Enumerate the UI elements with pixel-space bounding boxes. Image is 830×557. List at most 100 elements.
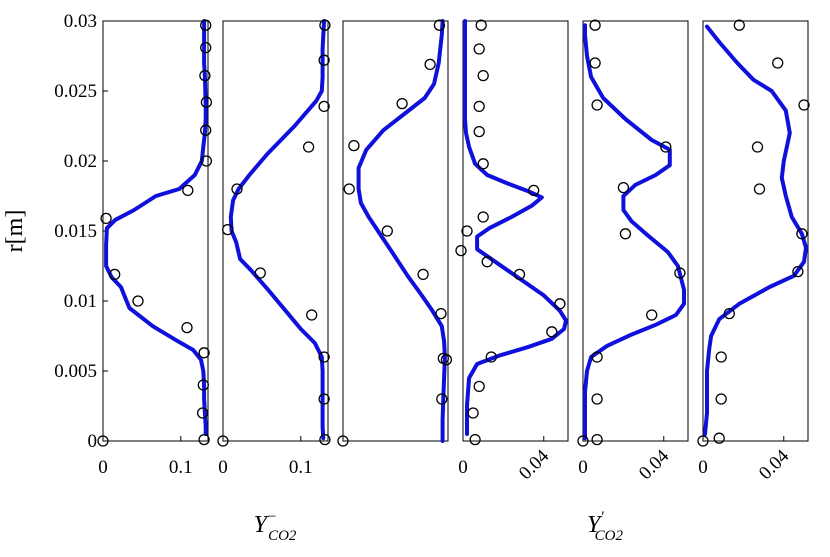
data-point [796, 228, 808, 240]
y-tick-label: 0.015 [54, 221, 97, 242]
data-point [182, 184, 194, 197]
data-point [100, 212, 112, 225]
data-point [660, 141, 672, 153]
data-point [473, 125, 485, 138]
data-point [381, 225, 393, 237]
data-point [674, 267, 686, 279]
x-tick-label: 0 [578, 457, 588, 478]
data-point [181, 321, 193, 334]
data-point [715, 393, 727, 405]
model-line [104, 19, 208, 436]
panel-frame [462, 20, 569, 442]
data-point [348, 139, 360, 152]
x-axis-title-2: Y′ CO2 [587, 509, 623, 544]
panel-4: 0 0.04 [455, 19, 569, 484]
data-point [528, 184, 540, 197]
data-point [477, 158, 489, 170]
data-point [713, 432, 725, 444]
data-point [473, 100, 485, 113]
panel-frame [222, 20, 329, 442]
data-point [715, 351, 727, 363]
data-point [318, 54, 330, 66]
data-point [302, 141, 315, 153]
data-point [318, 351, 330, 363]
panel-3 [337, 19, 453, 447]
x-tick-label: 0 [698, 457, 708, 478]
x-tick-label: 0 [218, 457, 228, 478]
data-point [132, 295, 144, 307]
data-point [198, 347, 210, 359]
data-point [306, 309, 318, 321]
data-point [318, 393, 330, 405]
model-line [463, 19, 568, 436]
data-point [554, 298, 566, 310]
data-point [319, 433, 331, 446]
data-point [200, 19, 212, 31]
data-point [591, 351, 603, 363]
panel-frame [102, 20, 209, 442]
data-point [318, 100, 330, 113]
data-point [577, 435, 589, 447]
data-point [646, 309, 658, 321]
x-tick-label: 0.04 [755, 445, 794, 484]
data-point [473, 380, 485, 393]
x-tick-label: 0 [98, 457, 108, 478]
data-point [723, 307, 735, 320]
y-tick-label: 0.01 [64, 291, 97, 312]
data-point [481, 256, 493, 268]
data-point [417, 268, 429, 281]
data-point [197, 379, 209, 391]
data-point [473, 43, 485, 55]
data-point [591, 433, 603, 446]
y-tick-label: 0.03 [64, 11, 97, 32]
data-point [199, 69, 211, 82]
model-line [356, 19, 447, 443]
panel-5: 0 0.04 [577, 19, 689, 484]
data-point [477, 211, 489, 223]
data-point [619, 228, 632, 240]
x-axis-title-1: Y− CO2 [254, 509, 297, 544]
panel-frame [582, 20, 689, 442]
x-tick-label: 0.04 [515, 445, 554, 484]
data-point [753, 183, 766, 195]
data-point [109, 268, 121, 281]
data-point [617, 181, 630, 194]
x-tick-label: 0.1 [169, 457, 193, 478]
data-point [697, 435, 709, 447]
data-point [200, 124, 212, 136]
data-point [343, 183, 355, 195]
data-point [196, 407, 209, 419]
data-point [198, 433, 210, 446]
data-point [200, 155, 213, 167]
data-point [440, 354, 453, 366]
data-point [337, 435, 349, 447]
panel-2: 0 0.1 [217, 19, 331, 478]
data-point [231, 183, 243, 195]
data-point [461, 225, 473, 237]
y-tick-label: 0.005 [54, 361, 97, 382]
data-point [513, 268, 526, 281]
data-point [435, 307, 447, 320]
data-point [792, 265, 804, 278]
y-axis-title: r[m] [2, 210, 28, 253]
data-point [469, 433, 481, 446]
data-point [589, 19, 601, 31]
data-point [254, 267, 266, 279]
data-point [97, 435, 109, 447]
data-point [433, 19, 446, 31]
data-point [798, 99, 810, 111]
data-point [424, 58, 436, 71]
data-point [467, 407, 479, 419]
model-line [703, 24, 808, 436]
y-tick-label: 0 [88, 431, 98, 452]
data-point [455, 244, 467, 257]
data-point [591, 99, 603, 111]
data-point [436, 393, 448, 405]
data-point [475, 19, 487, 31]
data-point [546, 326, 558, 338]
panel-1: 0 0.1 [97, 19, 213, 478]
y-tick-label: 0.02 [64, 151, 97, 172]
data-point [589, 57, 601, 69]
x-tick-label: 0.04 [635, 445, 674, 484]
